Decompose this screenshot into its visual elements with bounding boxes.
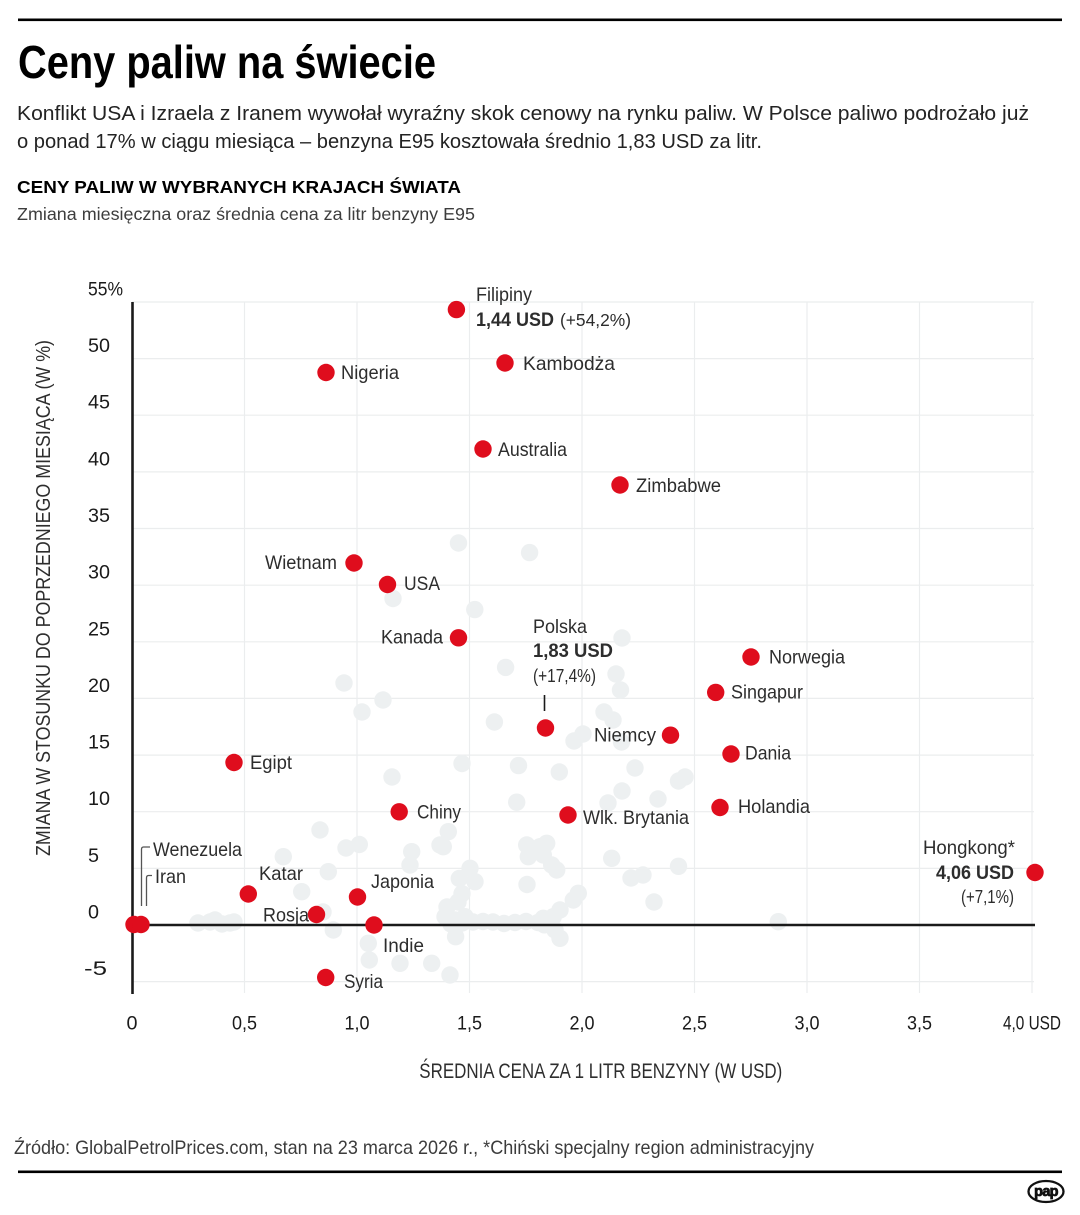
svg-text:Kanada: Kanada xyxy=(381,627,443,649)
svg-text:ŚREDNIA CENA ZA 1 LITR BENZYNY: ŚREDNIA CENA ZA 1 LITR BENZYNY (W USD) xyxy=(419,1059,782,1083)
svg-text:0,5: 0,5 xyxy=(232,1013,257,1035)
svg-text:3,0: 3,0 xyxy=(795,1013,820,1035)
svg-text:Singapur: Singapur xyxy=(731,682,803,704)
svg-text:15: 15 xyxy=(88,732,110,754)
svg-text:Zmiana miesięczna oraz średnia: Zmiana miesięczna oraz średnia cena za l… xyxy=(17,204,475,224)
svg-text:Nigeria: Nigeria xyxy=(341,362,399,384)
svg-text:Japonia: Japonia xyxy=(371,871,434,893)
svg-text:Hongkong*: Hongkong* xyxy=(923,837,1015,859)
svg-text:Zimbabwe: Zimbabwe xyxy=(636,475,721,497)
svg-text:Wietnam: Wietnam xyxy=(265,552,337,574)
svg-text:USA: USA xyxy=(404,573,440,595)
svg-text:Ceny paliw na świecie: Ceny paliw na świecie xyxy=(18,36,436,88)
svg-text:(+54,2%): (+54,2%) xyxy=(560,310,631,330)
svg-text:30: 30 xyxy=(88,562,110,584)
svg-text:55%: 55% xyxy=(88,278,123,300)
svg-text:Holandia: Holandia xyxy=(738,796,810,818)
svg-text:1,44 USD: 1,44 USD xyxy=(476,309,554,331)
svg-text:(+7,1%): (+7,1%) xyxy=(961,886,1014,907)
svg-text:Dania: Dania xyxy=(745,743,791,765)
svg-text:Niemcy: Niemcy xyxy=(594,725,656,747)
svg-text:pap: pap xyxy=(1034,1184,1059,1200)
svg-text:50: 50 xyxy=(88,335,110,357)
svg-text:1,5: 1,5 xyxy=(457,1013,482,1035)
svg-text:10: 10 xyxy=(88,788,110,810)
svg-text:Wlk. Brytania: Wlk. Brytania xyxy=(583,807,689,829)
svg-text:Syria: Syria xyxy=(344,971,383,993)
svg-text:Indie: Indie xyxy=(383,935,424,957)
svg-text:0: 0 xyxy=(88,902,99,924)
svg-text:35: 35 xyxy=(88,505,110,527)
svg-text:45: 45 xyxy=(88,392,110,414)
svg-text:2,5: 2,5 xyxy=(682,1013,707,1035)
svg-text:5: 5 xyxy=(88,845,99,867)
svg-text:Filipiny: Filipiny xyxy=(476,284,532,306)
svg-text:25: 25 xyxy=(88,618,110,640)
svg-text:40: 40 xyxy=(88,448,110,470)
svg-text:CENY PALIW W WYBRANYCH KRAJACH: CENY PALIW W WYBRANYCH KRAJACH ŚWIATA xyxy=(17,176,461,197)
svg-text:(+17,4%): (+17,4%) xyxy=(533,665,596,686)
svg-text:-5: -5 xyxy=(84,958,107,980)
svg-text:Wenezuela: Wenezuela xyxy=(153,839,242,861)
svg-text:Egipt: Egipt xyxy=(250,752,293,774)
svg-text:Konflikt USA i Izraela z Irane: Konflikt USA i Izraela z Iranem wywołał … xyxy=(17,102,1029,125)
svg-text:Źródło: GlobalPetrolPrices.com: Źródło: GlobalPetrolPrices.com, stan na … xyxy=(14,1136,814,1159)
svg-text:1,0: 1,0 xyxy=(345,1013,370,1035)
svg-text:o ponad 17% w ciągu miesiąca –: o ponad 17% w ciągu miesiąca – benzyna E… xyxy=(17,130,762,153)
svg-text:0: 0 xyxy=(127,1013,138,1035)
svg-text:ZMIANA W STOSUNKU DO POPRZEDNI: ZMIANA W STOSUNKU DO POPRZEDNIEGO MIESIĄ… xyxy=(33,340,55,856)
svg-text:Chiny: Chiny xyxy=(417,802,461,824)
svg-text:4,0 USD: 4,0 USD xyxy=(1003,1013,1061,1035)
svg-text:3,5: 3,5 xyxy=(907,1013,932,1035)
svg-text:4,06 USD: 4,06 USD xyxy=(936,862,1014,884)
svg-text:Rosja: Rosja xyxy=(263,905,309,927)
svg-text:Polska: Polska xyxy=(533,616,587,638)
svg-text:Norwegia: Norwegia xyxy=(769,647,845,669)
svg-text:Australia: Australia xyxy=(498,439,567,461)
svg-text:20: 20 xyxy=(88,675,110,697)
svg-text:Iran: Iran xyxy=(155,866,186,888)
svg-text:Katar: Katar xyxy=(259,863,303,885)
svg-text:2,0: 2,0 xyxy=(570,1013,595,1035)
svg-text:Kambodża: Kambodża xyxy=(523,353,615,375)
svg-text:1,83 USD: 1,83 USD xyxy=(533,640,613,662)
